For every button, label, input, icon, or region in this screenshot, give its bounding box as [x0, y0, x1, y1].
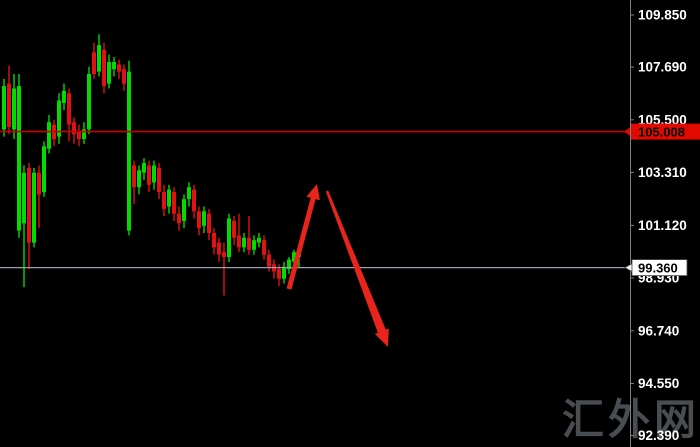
candle: [162, 184, 166, 217]
price-lines: [0, 130, 630, 269]
resistance-badge-label: 105.008: [638, 124, 685, 139]
candle: [172, 187, 176, 221]
candlestick-series: [2, 34, 301, 296]
candle: [47, 115, 51, 154]
candle: [37, 165, 41, 229]
forecast-arrows: [286, 184, 389, 348]
candle: [187, 182, 191, 207]
candle: [32, 167, 36, 248]
candle: [117, 59, 121, 79]
candle: [217, 237, 221, 262]
candle: [102, 42, 106, 94]
candle: [182, 194, 186, 229]
axis-label: 92.390: [638, 428, 679, 443]
candle: [207, 208, 211, 241]
candle: [267, 249, 271, 272]
candle: [127, 60, 131, 236]
axis-label: 109.850: [638, 8, 687, 23]
candle: [167, 184, 171, 214]
candle: [82, 122, 86, 144]
watermark: 汇外网: [562, 396, 700, 443]
candle: [202, 206, 206, 233]
candle: [2, 78, 6, 137]
candle: [77, 124, 81, 147]
candle: [92, 42, 96, 79]
candle: [272, 259, 276, 279]
candle: [257, 233, 261, 248]
candle: [237, 213, 241, 253]
axis-label: 101.120: [638, 218, 687, 233]
candle: [197, 206, 201, 236]
candle: [132, 160, 136, 205]
candle: [152, 160, 156, 190]
candle: [252, 235, 256, 255]
candle: [87, 66, 91, 135]
candle: [12, 74, 16, 139]
candle: [287, 257, 291, 274]
candle: [242, 233, 246, 253]
candle: [192, 184, 196, 219]
candle: [17, 74, 21, 238]
axis-label: 96.740: [638, 324, 679, 339]
axis-label: 107.690: [638, 60, 687, 75]
candle: [72, 117, 76, 144]
candle: [27, 163, 31, 270]
candle: [62, 83, 66, 111]
candle: [142, 158, 146, 180]
candle: [212, 228, 216, 255]
candle: [227, 213, 231, 262]
forecast-arrow-up[interactable]: [286, 184, 320, 290]
bid-badge-label: 99.360: [638, 260, 678, 275]
candle: [7, 65, 11, 135]
resistance-price-badge: 105.008: [624, 123, 700, 140]
price-axis: 109.850107.690105.500103.310101.12098.93…: [630, 0, 687, 447]
axis-label: 94.550: [638, 376, 679, 391]
candle: [177, 206, 181, 231]
candle: [247, 216, 251, 255]
price-badges: 105.008 99.360: [624, 123, 700, 277]
candle: [262, 235, 266, 260]
candle: [147, 160, 151, 192]
forecast-arrow-down[interactable]: [325, 190, 389, 348]
candle: [107, 54, 111, 89]
candle: [222, 242, 226, 296]
bid-price-badge: 99.360: [624, 259, 688, 277]
candle: [97, 34, 101, 77]
candle: [67, 88, 71, 142]
candle: [232, 216, 236, 245]
candle: [282, 261, 286, 284]
candle: [42, 141, 46, 197]
candle: [22, 165, 26, 288]
candle: [137, 165, 141, 195]
axis-label: 103.310: [638, 165, 687, 180]
candle: [57, 93, 61, 144]
candle: [122, 64, 126, 91]
candle: [157, 163, 161, 200]
candle: [112, 57, 116, 77]
candle: [52, 119, 56, 147]
